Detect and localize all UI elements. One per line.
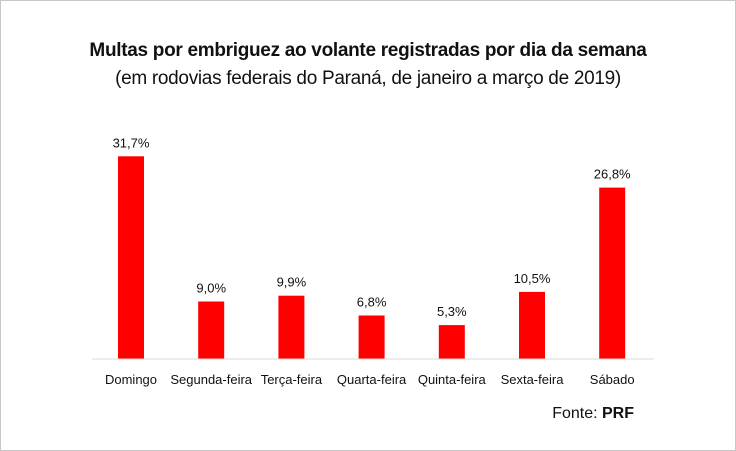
category-label-quinta-feira: Quinta-feira: [418, 372, 487, 387]
chart-subtitle: (em rodovias federais do Paraná, de jane…: [115, 68, 621, 89]
bar-sábado: [599, 187, 626, 359]
category-label-sexta-feira: Sexta-feira: [501, 372, 565, 387]
value-label-terça-feira: 9,9%: [277, 275, 307, 290]
source-name: PRF: [602, 405, 634, 422]
category-label-terça-feira: Terça-feira: [261, 372, 323, 387]
bars-group: [118, 156, 626, 359]
category-labels-group: Domingo Segunda-feira Terça-feira Quarta-fe…: [105, 372, 635, 387]
bar-quinta-feira: [438, 325, 465, 359]
value-label-quinta-feira: 5,3%: [437, 304, 467, 319]
category-label-sábado: Sábado: [590, 372, 635, 387]
source-label: Fonte:: [552, 405, 602, 422]
value-label-sexta-feira: 10,5%: [514, 271, 551, 286]
bar-sexta-feira: [519, 291, 545, 359]
source-note: Fonte: PRF: [552, 405, 634, 423]
category-label-quarta-feira: Quarta-feira: [337, 372, 407, 387]
bar-domingo: [118, 156, 144, 359]
value-labels-group: 31,7% 9,0% 9,9% 6,8% 5,3% 10,5% 26,8%: [113, 135, 632, 319]
value-label-sábado: 26,8%: [594, 167, 631, 182]
chart-title: Multas por embriguez ao volante registra…: [89, 40, 647, 61]
bar-segunda-feira: [198, 301, 225, 359]
bar-quarta-feira: [358, 315, 385, 359]
value-label-quarta-feira: 6,8%: [357, 295, 387, 310]
value-label-segunda-feira: 9,0%: [196, 281, 226, 296]
value-label-domingo: 31,7%: [113, 135, 150, 150]
category-label-domingo: Domingo: [105, 372, 157, 387]
category-label-segunda-feira: Segunda-feira: [170, 372, 252, 387]
bar-terça-feira: [278, 295, 305, 359]
